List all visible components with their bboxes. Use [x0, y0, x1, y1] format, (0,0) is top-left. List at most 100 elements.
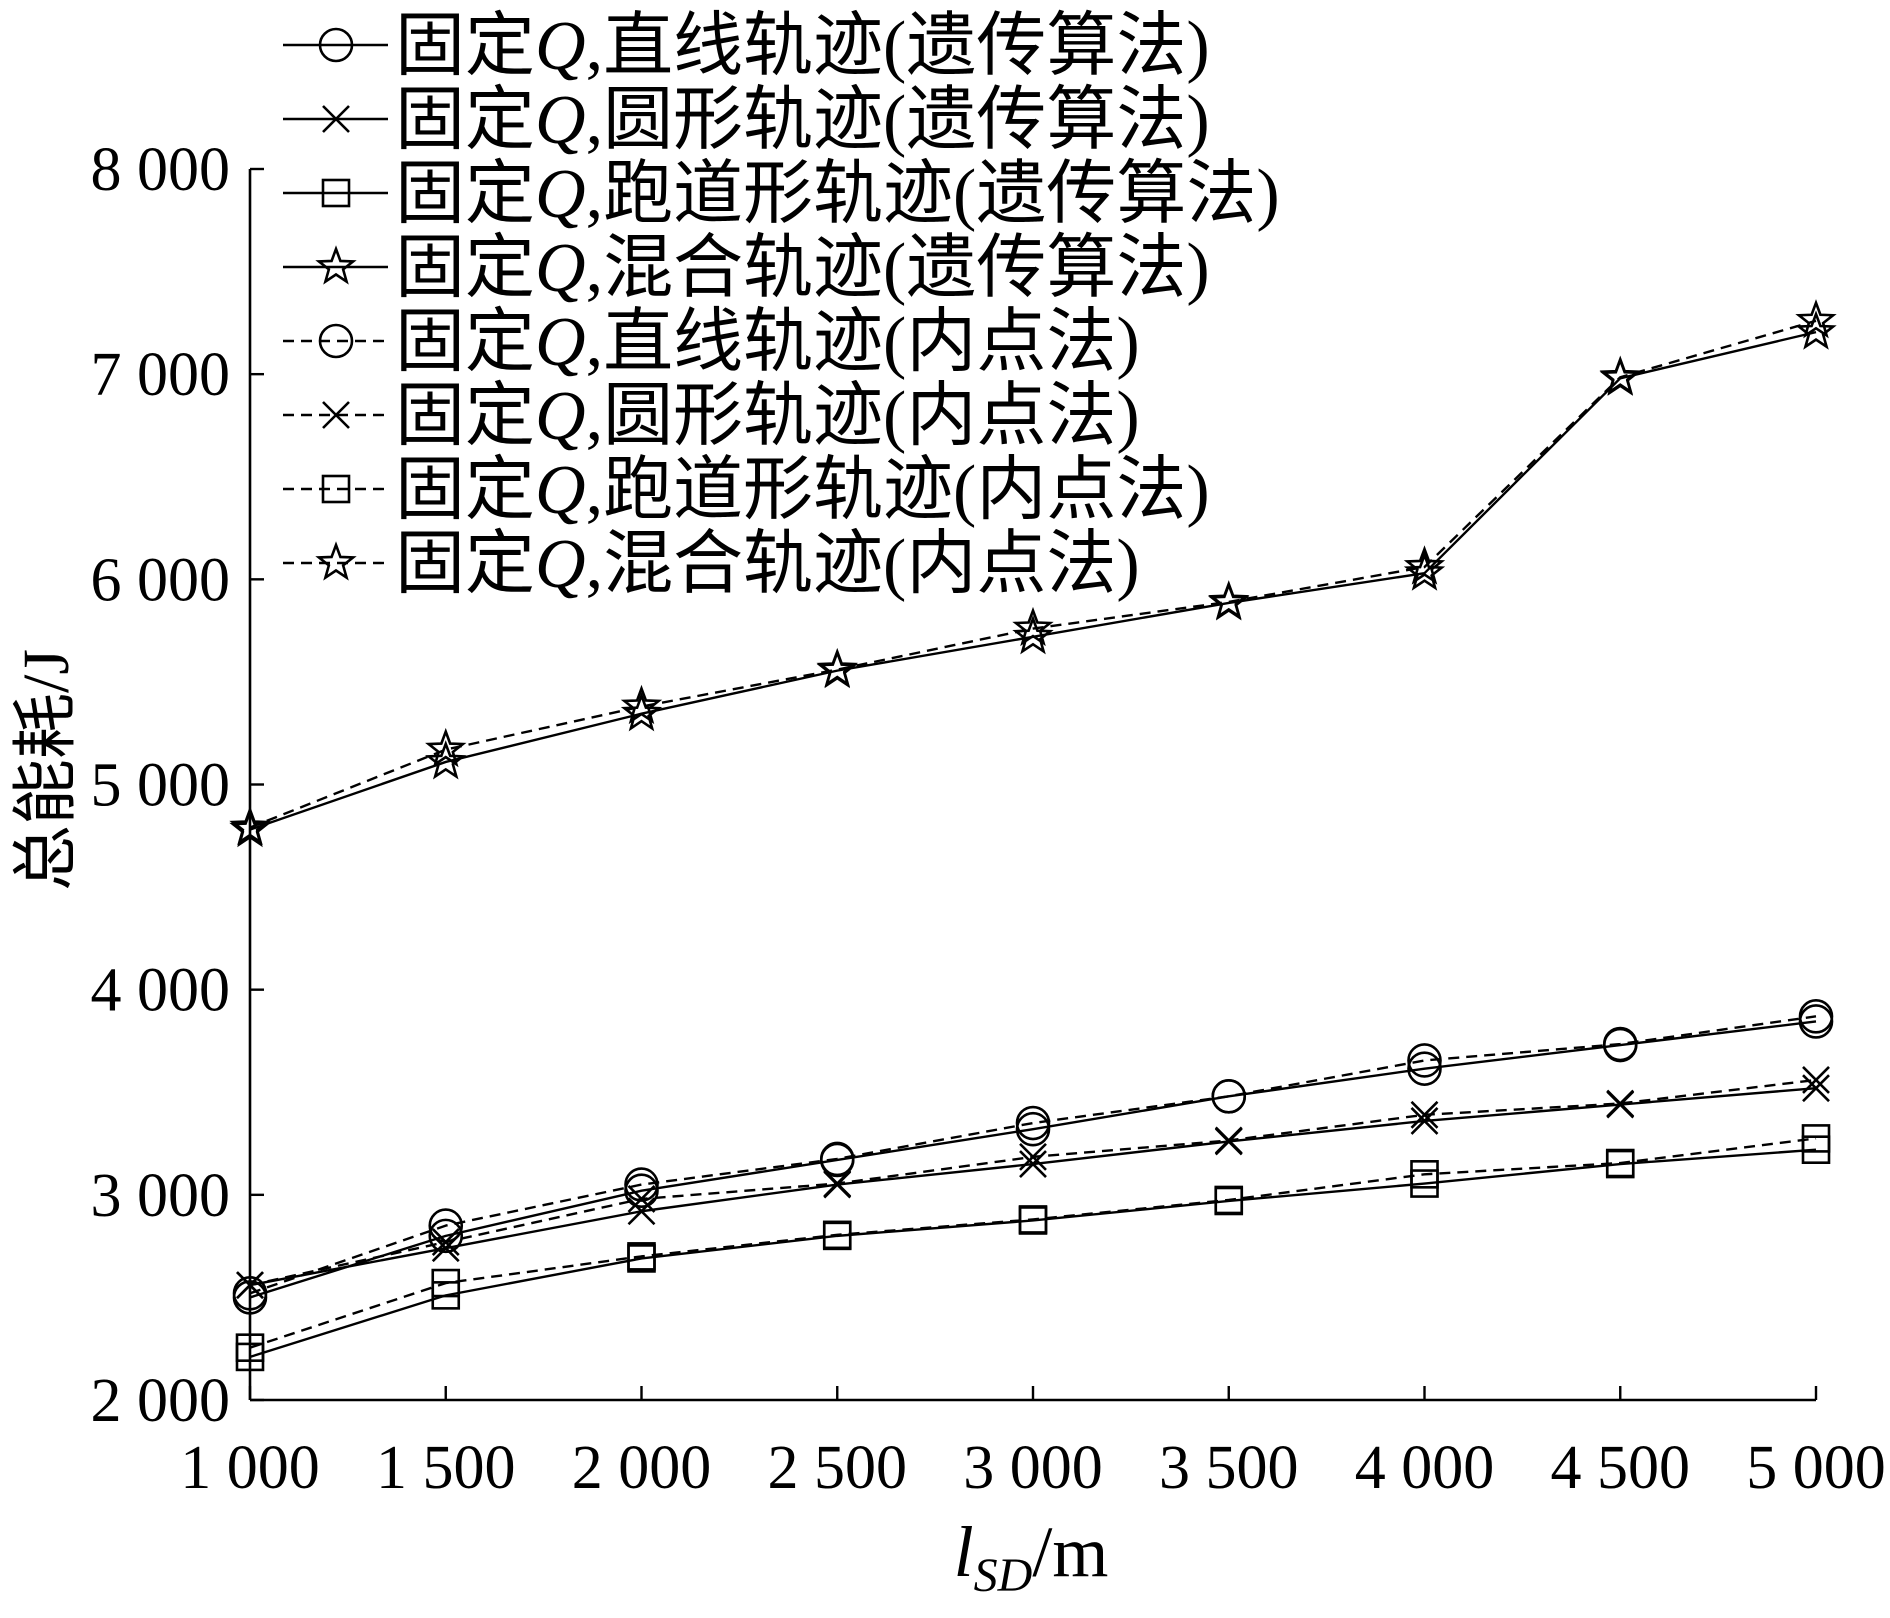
data-point-s6-8: [1606, 1089, 1635, 1118]
axes: 2 000 3 000 4 000 5 000 6 000 7 000 8 000 1 000…: [91, 136, 1886, 1502]
data-point-s7-8: [1605, 1148, 1635, 1178]
legend-label-symbol: Q: [535, 8, 586, 85]
data-point-s8-3: [620, 684, 663, 725]
data-point-s1-2: [428, 1218, 464, 1254]
legend-label-part: 固定: [395, 452, 535, 529]
legend-label: 固定Q,直线轨迹(内点法): [395, 304, 1140, 381]
legend-marker: [318, 323, 354, 359]
data-point-s2-7: [1410, 1107, 1439, 1135]
data-point-s8-8: [1599, 355, 1641, 395]
legend-marker: [315, 245, 357, 285]
data-point-s8-2: [425, 727, 467, 768]
legend-label-part: 固定: [395, 378, 535, 455]
data-point-s5-7: [1407, 1043, 1442, 1078]
legend-marker: [321, 178, 351, 208]
legend-label-part: ,圆形轨迹(遗传算法): [586, 82, 1210, 159]
legend-label-part: ,混合轨迹(内点法): [586, 526, 1140, 603]
series-line-7: [249, 1137, 1817, 1349]
legend-item-8: 固定Q,混合轨迹(内点法): [283, 526, 1140, 603]
data-point-s6-2: [431, 1228, 460, 1256]
legend-label-part: ,直线轨迹(内点法): [586, 304, 1140, 381]
legend: 固定Q,直线轨迹(遗传算法)固定Q,圆形轨迹(遗传算法)固定Q,跑道形轨迹(遗传…: [283, 8, 1280, 603]
data-point-s8-7: [1403, 545, 1446, 585]
data-point-s5-1: [232, 1276, 268, 1311]
data-point-s6-5: [1019, 1142, 1047, 1171]
legend-item-5: 固定Q,直线轨迹(内点法): [283, 304, 1140, 381]
data-point-s2-3: [627, 1197, 656, 1226]
data-point-s5-4: [819, 1141, 855, 1177]
legend-label: 固定Q,圆形轨迹(遗传算法): [395, 82, 1210, 159]
y-tick-label: 4 000: [91, 957, 231, 1025]
legend-label-symbol: Q: [535, 156, 586, 233]
legend-label-symbol: Q: [535, 82, 586, 159]
data-point-s6-9: [1802, 1066, 1830, 1094]
x-axis-label-unit: /m: [1032, 1512, 1108, 1592]
legend-item-6: 固定Q,圆形轨迹(内点法): [283, 378, 1140, 455]
legend-marker: [321, 474, 351, 504]
data-point-s5-9: [1798, 999, 1834, 1034]
legend-item-7: 固定Q,跑道形轨迹(内点法): [283, 452, 1210, 529]
data-point-s7-6: [1214, 1185, 1244, 1215]
data-point-s6-1: [236, 1271, 264, 1300]
x-tick-label: 1 500: [376, 1434, 516, 1502]
data-point-s7-3: [627, 1242, 656, 1271]
data-point-s4-9: [1795, 310, 1837, 350]
data-point-s6-6: [1214, 1126, 1243, 1155]
legend-label-part: 固定: [395, 8, 535, 85]
legend-label-part: 固定: [395, 304, 535, 381]
data-point-s8-6: [1208, 580, 1250, 620]
legend-item-4: 固定Q,混合轨迹(遗传算法): [283, 230, 1210, 307]
y-axis-label: 总能耗/J: [10, 649, 83, 891]
data-point-s2-5: [1019, 1150, 1047, 1178]
legend-label: 固定Q,圆形轨迹(内点法): [395, 378, 1140, 455]
legend-label-part: ,混合轨迹(遗传算法): [586, 230, 1210, 307]
legend-label: 固定Q,跑道形轨迹(内点法): [395, 452, 1210, 529]
x-tick-label: 3 000: [963, 1434, 1103, 1502]
data-point-s2-9: [1802, 1074, 1830, 1103]
legend-label-part: 固定: [395, 82, 535, 159]
data-point-s6-7: [1410, 1100, 1439, 1129]
legend-item-2: 固定Q,圆形轨迹(遗传算法): [283, 82, 1210, 159]
legend-label-part: 固定: [395, 526, 535, 603]
y-tick-label: 5 000: [91, 752, 231, 820]
legend-label: 固定Q,直线轨迹(遗传算法): [395, 8, 1210, 85]
series-line-5: [249, 1015, 1817, 1295]
y-tick-label: 2 000: [91, 1367, 231, 1435]
legend-label-symbol: Q: [535, 526, 586, 603]
legend-label-part: ,跑道形轨迹(遗传算法): [586, 156, 1280, 233]
legend-marker: [322, 105, 350, 133]
data-point-s6-3: [627, 1185, 656, 1213]
data-point-s8-5: [1012, 606, 1054, 647]
legend-item-3: 固定Q,跑道形轨迹(遗传算法): [283, 156, 1280, 233]
x-tick-label: 1 000: [180, 1434, 320, 1502]
x-tick-label: 2 000: [572, 1434, 712, 1502]
data-point-s4-7: [1403, 551, 1446, 591]
legend-marker: [318, 27, 354, 63]
data-point-s1-7: [1407, 1051, 1442, 1086]
data-point-s7-7: [1410, 1160, 1439, 1189]
data-point-s4-2: [425, 740, 467, 780]
data-point-s7-9: [1801, 1124, 1831, 1153]
data-point-s8-4: [816, 647, 858, 688]
legend-label-symbol: Q: [535, 378, 586, 455]
x-axis-label: lSD/m: [954, 1512, 1109, 1602]
data-point-s7-2: [431, 1268, 461, 1298]
y-tick-label: 3 000: [91, 1162, 231, 1230]
data-point-s5-8: [1602, 1026, 1638, 1062]
legend-label-part: 固定: [395, 156, 535, 233]
x-axis-label-symbol: l: [954, 1512, 974, 1592]
data-point-s5-5: [1015, 1105, 1051, 1141]
y-tick-label: 8 000: [91, 136, 231, 204]
legend-marker: [315, 541, 357, 581]
y-tick-label: 7 000: [91, 341, 231, 409]
x-tick-label: 3 500: [1159, 1434, 1299, 1502]
data-point-s6-4: [823, 1169, 852, 1198]
legend-label-part: ,圆形轨迹(内点法): [586, 378, 1140, 455]
legend-item-1: 固定Q,直线轨迹(遗传算法): [283, 8, 1210, 85]
data-point-s8-9: [1795, 299, 1837, 339]
data-point-s7-1: [235, 1333, 265, 1362]
data-point-s7-5: [1018, 1205, 1048, 1234]
legend-marker: [322, 401, 350, 429]
